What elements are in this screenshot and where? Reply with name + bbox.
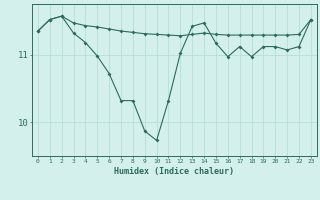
X-axis label: Humidex (Indice chaleur): Humidex (Indice chaleur)	[115, 167, 234, 176]
